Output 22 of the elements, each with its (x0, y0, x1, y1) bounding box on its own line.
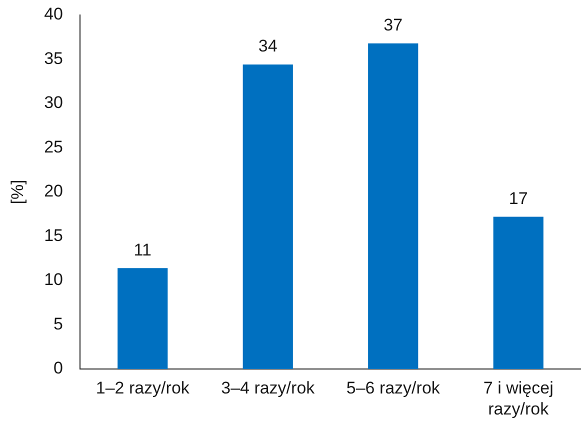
bar (118, 268, 168, 369)
data-label: 11 (134, 240, 152, 260)
bar (493, 216, 544, 369)
x-tick-label: 7 i więcej razy/rok (483, 378, 554, 419)
bar (368, 43, 418, 369)
data-label: 37 (384, 16, 403, 35)
y-tick-label: 15 (44, 226, 63, 245)
bar (242, 64, 293, 369)
data-label: 17 (508, 188, 528, 208)
y-tick-label: 25 (44, 137, 63, 156)
y-tick-label: 0 (54, 358, 63, 378)
y-axis-title: [%] (8, 180, 27, 204)
x-tick-label: 3–4 razy/rok (221, 378, 316, 398)
x-tick-label: 1–2 razy/rok (96, 378, 190, 398)
y-tick-label: 20 (44, 182, 63, 201)
data-label: 34 (258, 36, 278, 56)
y-tick-label: 40 (44, 4, 63, 24)
y-tick-label: 5 (54, 314, 63, 334)
y-tick-label: 30 (44, 93, 63, 112)
x-tick-label: 5–6 razy/rok (346, 378, 440, 398)
y-tick-label: 35 (44, 48, 63, 68)
y-tick-label: 10 (44, 270, 63, 290)
